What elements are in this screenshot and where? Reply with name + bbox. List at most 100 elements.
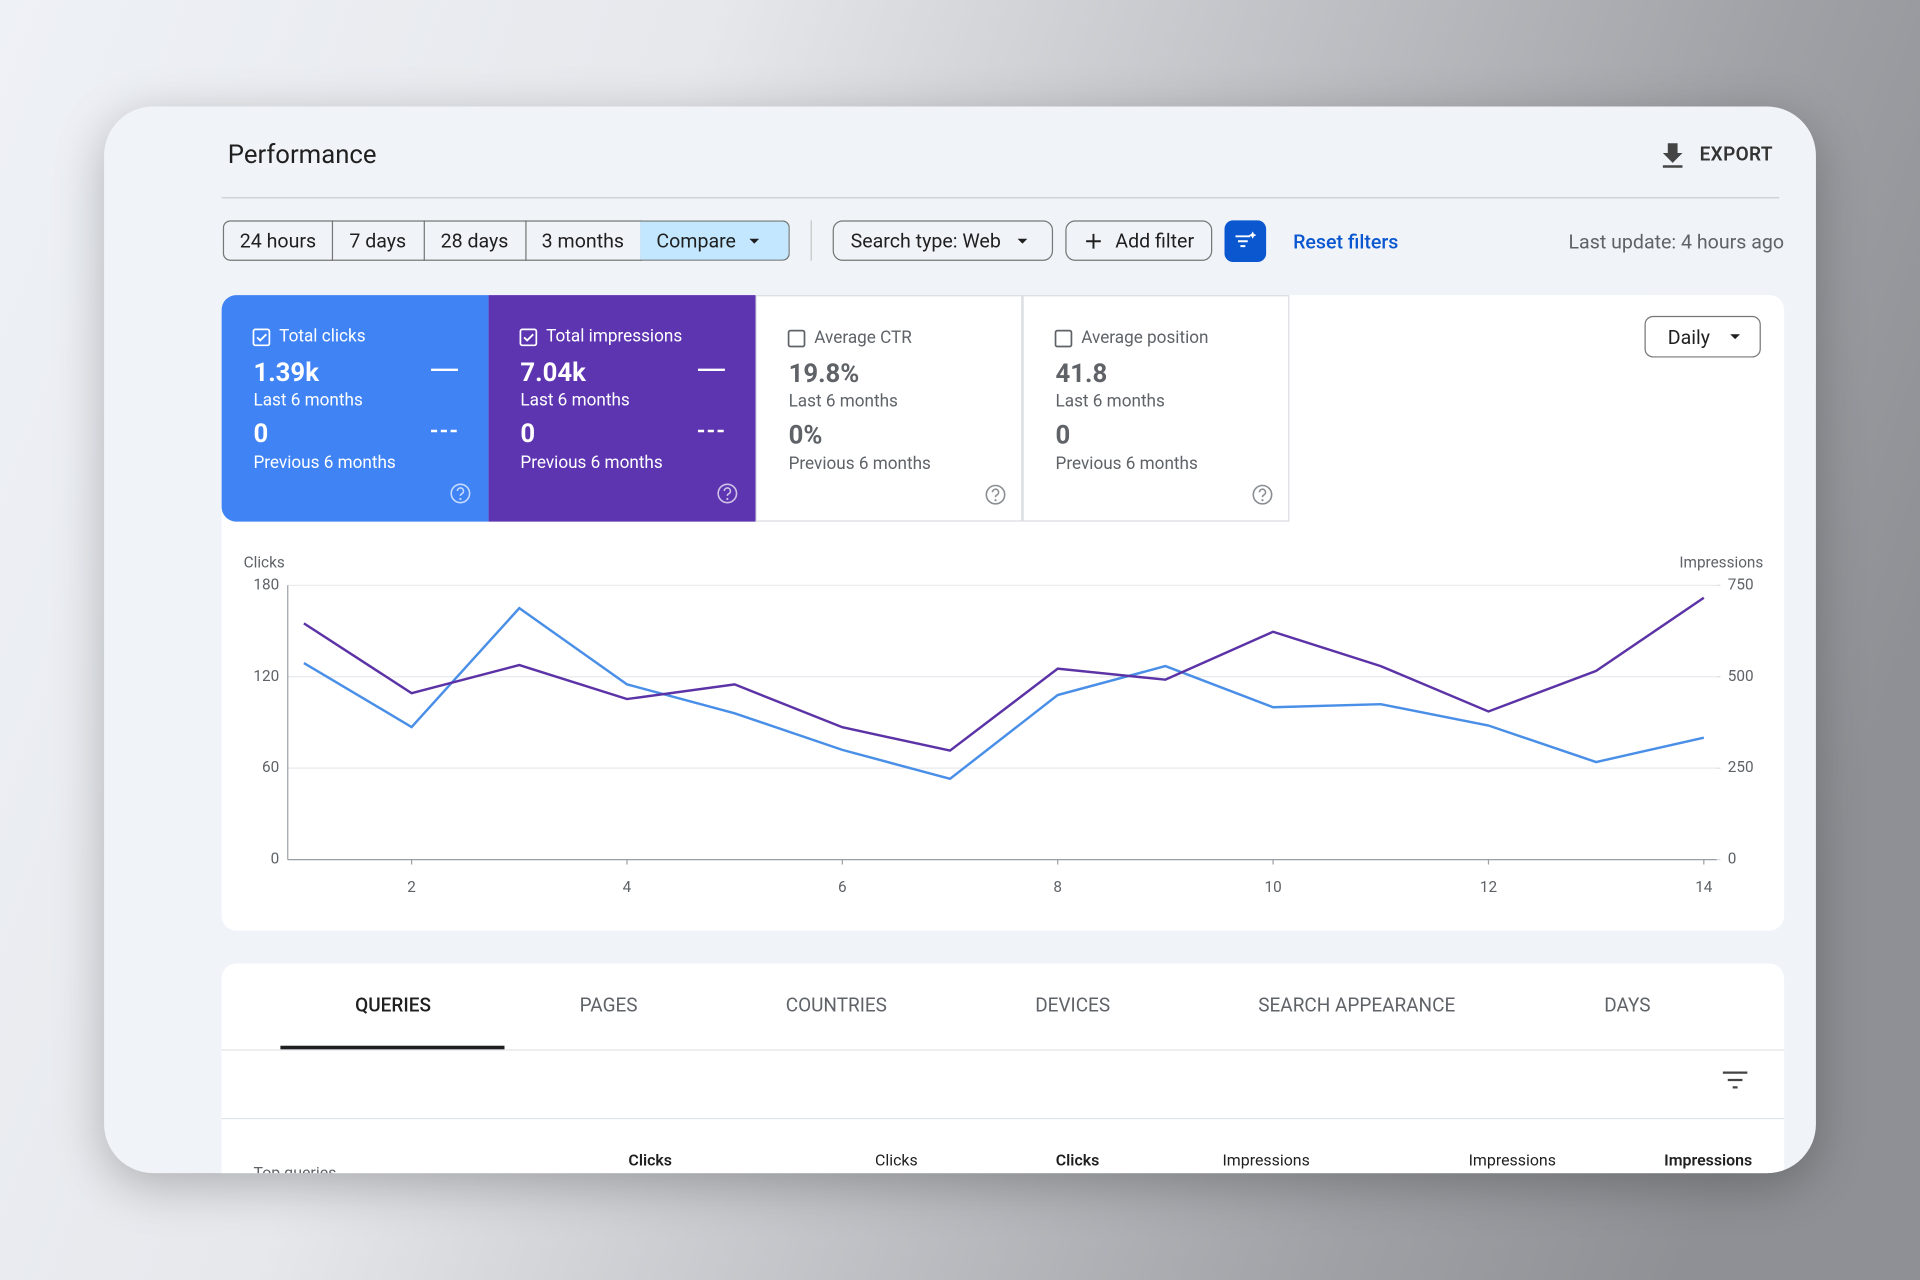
add-filter-label: Add filter bbox=[1115, 228, 1195, 253]
metric-value: 7.04k bbox=[520, 358, 586, 389]
metric-label: Total impressions bbox=[546, 326, 683, 347]
x-tick-label: 12 bbox=[1480, 878, 1498, 896]
y-tick-label: 0 bbox=[271, 850, 280, 868]
x-tick-label: 4 bbox=[623, 878, 632, 896]
x-tick-label: 2 bbox=[407, 878, 416, 896]
column-header: Impressions bbox=[1468, 1152, 1556, 1171]
metric-previous-value: 0 bbox=[520, 420, 536, 450]
tab[interactable]: SEARCH APPEARANCE bbox=[1258, 994, 1456, 1017]
help-mark bbox=[723, 487, 732, 496]
range-button[interactable]: 7 days bbox=[331, 220, 425, 261]
y2-tick-label: 500 bbox=[1728, 667, 1754, 685]
series-line bbox=[303, 596, 1705, 752]
help-dot bbox=[726, 497, 729, 501]
checkbox bbox=[787, 329, 806, 348]
checkbox-box bbox=[1054, 329, 1073, 348]
y2-tick-label: 0 bbox=[1728, 850, 1737, 868]
tab[interactable]: COUNTRIES bbox=[785, 994, 887, 1017]
checkbox bbox=[1054, 329, 1073, 348]
tab[interactable]: QUERIES bbox=[355, 994, 431, 1017]
help-dot bbox=[1261, 499, 1264, 502]
metric-previous-period: Previous 6 months bbox=[1055, 454, 1198, 474]
tab[interactable]: PAGES bbox=[579, 994, 638, 1017]
metric-period: Last 6 months bbox=[788, 391, 898, 412]
metric-card[interactable]: Average position 41.8 Last 6 months 0 Previo… bbox=[1022, 295, 1290, 522]
metric-period: Last 6 months bbox=[1055, 391, 1165, 412]
column-header: Impressions bbox=[1222, 1152, 1310, 1171]
column-header: Clicks bbox=[874, 1152, 918, 1171]
table-filter-icon[interactable] bbox=[1722, 1069, 1749, 1091]
y-tick-label: 120 bbox=[253, 667, 279, 685]
metric-previous-period: Previous 6 months bbox=[788, 454, 931, 474]
dropdown-arrow bbox=[1729, 334, 1740, 340]
checkbox-box bbox=[787, 329, 806, 348]
checkmark bbox=[256, 333, 267, 342]
filter-settings-button[interactable] bbox=[1224, 220, 1267, 263]
tab[interactable]: DEVICES bbox=[1035, 994, 1111, 1017]
metric-period: Last 6 months bbox=[520, 390, 630, 411]
metric-label: Average CTR bbox=[814, 328, 912, 348]
export-button[interactable]: EXPORT bbox=[1699, 143, 1773, 166]
separator bbox=[810, 220, 812, 261]
page-title: Performance bbox=[227, 140, 377, 171]
metric-previous-value: 0% bbox=[788, 421, 823, 451]
divider bbox=[221, 197, 1780, 199]
metric-value: 41.8 bbox=[1055, 360, 1108, 390]
range-button[interactable]: 3 months bbox=[525, 220, 642, 261]
help-dot bbox=[459, 497, 462, 501]
card-icons bbox=[985, 484, 1006, 505]
metric-card[interactable]: Total clicks 1.39k Last 6 months 0 Previous … bbox=[221, 295, 489, 522]
help-dot bbox=[994, 499, 997, 502]
help-mark bbox=[991, 488, 1000, 498]
metric-value: 19.8% bbox=[788, 360, 860, 390]
help-mark bbox=[456, 487, 465, 496]
tab[interactable]: DAYS bbox=[1604, 994, 1651, 1017]
filter-icon bbox=[1235, 231, 1257, 248]
add-filter-button[interactable]: Add filter bbox=[1065, 220, 1213, 261]
compare-label: Compare bbox=[656, 228, 736, 253]
search-type-label: Search type: Web bbox=[850, 228, 1001, 253]
x-tick-label: 6 bbox=[838, 878, 847, 896]
dropdown-arrow bbox=[749, 238, 760, 244]
metric-period: Last 6 months bbox=[253, 390, 363, 411]
metric-value: 1.39k bbox=[253, 358, 319, 389]
metric-previous-period: Previous 6 months bbox=[520, 453, 663, 473]
card-icons bbox=[697, 368, 738, 504]
column-header: Impressions bbox=[1664, 1152, 1753, 1171]
granularity-label: Daily bbox=[1667, 325, 1711, 349]
column-header: Clicks bbox=[1055, 1152, 1100, 1171]
help-icon bbox=[717, 483, 738, 504]
y2-tick-label: 750 bbox=[1728, 575, 1754, 593]
search-type-button[interactable]: Search type: Web bbox=[832, 220, 1054, 261]
range-button[interactable]: 24 hours bbox=[222, 220, 334, 261]
divider bbox=[221, 1049, 1785, 1051]
last-update: Last update: 4 hours ago bbox=[1568, 230, 1785, 254]
metric-card[interactable]: Total impressions 7.04k Last 6 months 0 Prev… bbox=[488, 295, 756, 522]
divider bbox=[221, 1117, 1785, 1120]
y-tick-label: 60 bbox=[262, 758, 279, 776]
y2-tick-label: 250 bbox=[1728, 758, 1754, 776]
export-icon[interactable] bbox=[1659, 141, 1686, 170]
granularity-dropdown[interactable]: Daily bbox=[1644, 315, 1761, 358]
card-icons bbox=[431, 368, 471, 504]
help-icon bbox=[450, 483, 471, 504]
checkbox bbox=[252, 328, 271, 347]
dropdown-arrow bbox=[1017, 238, 1028, 244]
metric-previous-value: 0 bbox=[253, 420, 269, 450]
y2-axis-title: Impressions bbox=[1679, 553, 1763, 571]
compare-button[interactable]: Compare bbox=[640, 220, 790, 261]
metric-card[interactable]: Average CTR 19.8% Last 6 months 0% Previous … bbox=[755, 295, 1023, 522]
tables-panel: QUERIES PAGES COUNTRIES DEVICES SEARCH APPEA… bbox=[221, 963, 1785, 1174]
range-button[interactable]: 28 days bbox=[423, 220, 527, 261]
chart-panel: Total clicks 1.39k Last 6 months 0 Previous … bbox=[221, 295, 1785, 931]
column-header: Clicks bbox=[628, 1152, 673, 1171]
metric-previous-period: Previous 6 months bbox=[253, 453, 396, 473]
checkbox-box bbox=[252, 328, 271, 347]
chart: 0 60 120 180 0 250 500 750 2 4 6 8 10 12 14 Clicks Impre… bbox=[244, 553, 1764, 896]
help-mark bbox=[1258, 488, 1267, 498]
tab-underline bbox=[280, 1045, 505, 1050]
help-icon bbox=[985, 484, 1006, 505]
reset-filters-link[interactable]: Reset filters bbox=[1293, 230, 1399, 254]
plus-icon bbox=[1085, 233, 1101, 248]
